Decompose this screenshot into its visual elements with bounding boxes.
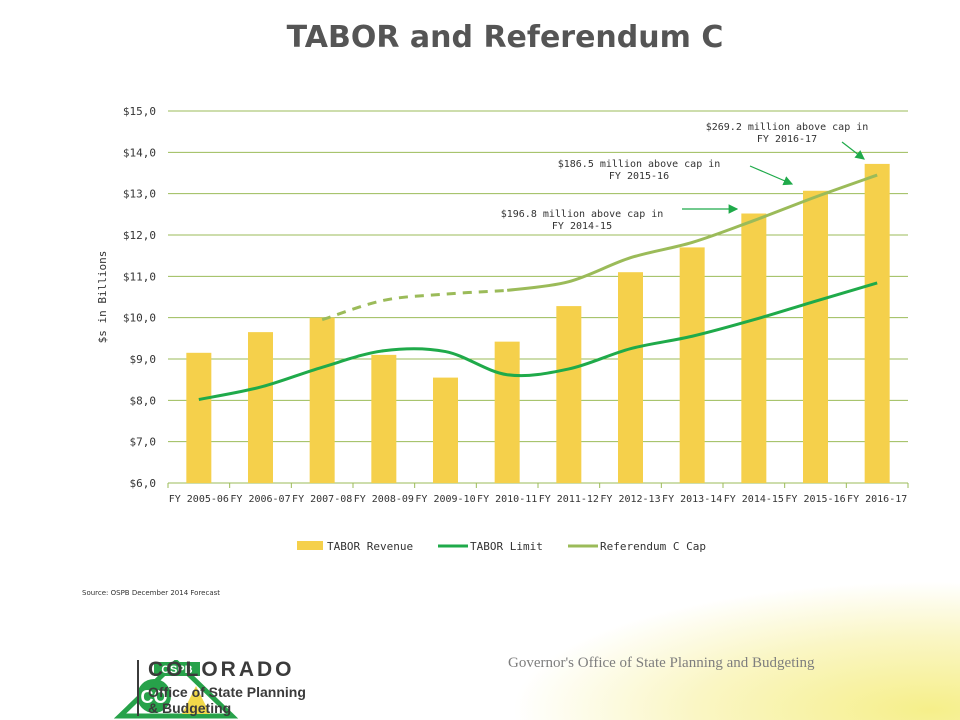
x-tick-label: FY 2009-10 xyxy=(415,494,475,505)
bar-tabor-revenue xyxy=(803,190,828,484)
bar-tabor-revenue xyxy=(309,317,335,483)
legend-label: Referendum C Cap xyxy=(600,540,706,553)
bar-tabor-revenue xyxy=(864,163,890,483)
source-note: Source: OSPB December 2014 Forecast xyxy=(82,589,221,597)
annotation-text: FY 2014-15 xyxy=(552,221,612,232)
x-tick-label: FY 2013-14 xyxy=(662,494,722,505)
logo-badge-text: OSPB xyxy=(161,664,192,676)
legend-label: TABOR Limit xyxy=(470,540,543,553)
x-tick-label: FY 2006-07 xyxy=(230,494,290,505)
y-tick-label: $14,0 xyxy=(123,146,156,159)
x-tick-label: FY 2007-08 xyxy=(292,494,352,505)
logo-co-text: CO xyxy=(141,687,168,707)
bar-tabor-revenue xyxy=(433,377,458,483)
x-tick-label: FY 2012-13 xyxy=(600,494,660,505)
y-tick-label: $10,0 xyxy=(123,312,156,325)
annotation-text: $186.5 million above cap in xyxy=(558,159,721,170)
logo-circle xyxy=(137,679,171,713)
x-tick-label: FY 2008-09 xyxy=(354,494,414,505)
y-tick-label: $11,0 xyxy=(123,270,156,283)
logo-divider xyxy=(137,660,139,716)
y-tick-label: $6,0 xyxy=(130,477,157,490)
logo-mountain xyxy=(182,686,210,714)
ospb-logo-icon: OSPB CO xyxy=(113,660,239,719)
y-tick-label: $12,0 xyxy=(123,229,156,242)
legend-swatch-bar xyxy=(297,541,323,550)
y-axis-label: $s in Billions xyxy=(96,251,109,344)
y-tick-label: $9,0 xyxy=(130,353,157,366)
logo-badge xyxy=(154,662,200,676)
x-tick-label: FY 2016-17 xyxy=(847,494,907,505)
x-tick-label: FY 2011-12 xyxy=(539,494,599,505)
y-tick-label: $15,0 xyxy=(123,105,156,118)
logo-line1: Office of State Planning xyxy=(148,684,306,700)
bar-tabor-revenue xyxy=(556,306,582,483)
annotation-arrow xyxy=(841,141,865,160)
bar-tabor-revenue xyxy=(371,354,397,483)
annotation-text: FY 2015-16 xyxy=(609,171,669,182)
x-tick-label: FY 2015-16 xyxy=(785,494,845,505)
y-tick-label: $7,0 xyxy=(130,436,157,449)
x-tick-label: FY 2005-06 xyxy=(169,494,229,505)
logo-line2: & Budgeting xyxy=(148,700,232,716)
bar-tabor-revenue xyxy=(494,341,520,483)
x-tick-label: FY 2010-11 xyxy=(477,494,537,505)
y-tick-label: $13,0 xyxy=(123,188,156,201)
bar-tabor-revenue xyxy=(248,332,273,483)
line-referendum-c-cap-dashed xyxy=(321,288,508,322)
logo-wordmark: COLORADO xyxy=(148,658,295,681)
bar-tabor-revenue xyxy=(741,213,767,484)
annotation-arrow xyxy=(749,165,794,186)
y-tick-label: $8,0 xyxy=(130,394,157,407)
bar-tabor-revenue xyxy=(679,247,705,483)
x-tick-label: FY 2014-15 xyxy=(724,494,784,505)
tabor-chart: $6,0 $7,0 $8,0 $9,0 $10,0 $11,0 $12,0 $13,0 $14,… xyxy=(96,105,909,553)
annotation-text: $269.2 million above cap in xyxy=(706,122,869,133)
legend-label: TABOR Revenue xyxy=(327,540,413,553)
annotation-text: $196.8 million above cap in xyxy=(501,209,664,220)
bar-tabor-revenue xyxy=(186,352,212,483)
line-referendum-c-cap xyxy=(506,173,878,292)
slide-title: TABOR and Referendum C xyxy=(286,20,724,55)
line-tabor-limit xyxy=(198,281,878,401)
bar-tabor-revenue xyxy=(618,272,643,483)
annotation-text: FY 2016-17 xyxy=(757,134,817,145)
agency-footer-text: Governor's Office of State Planning and … xyxy=(508,655,815,671)
